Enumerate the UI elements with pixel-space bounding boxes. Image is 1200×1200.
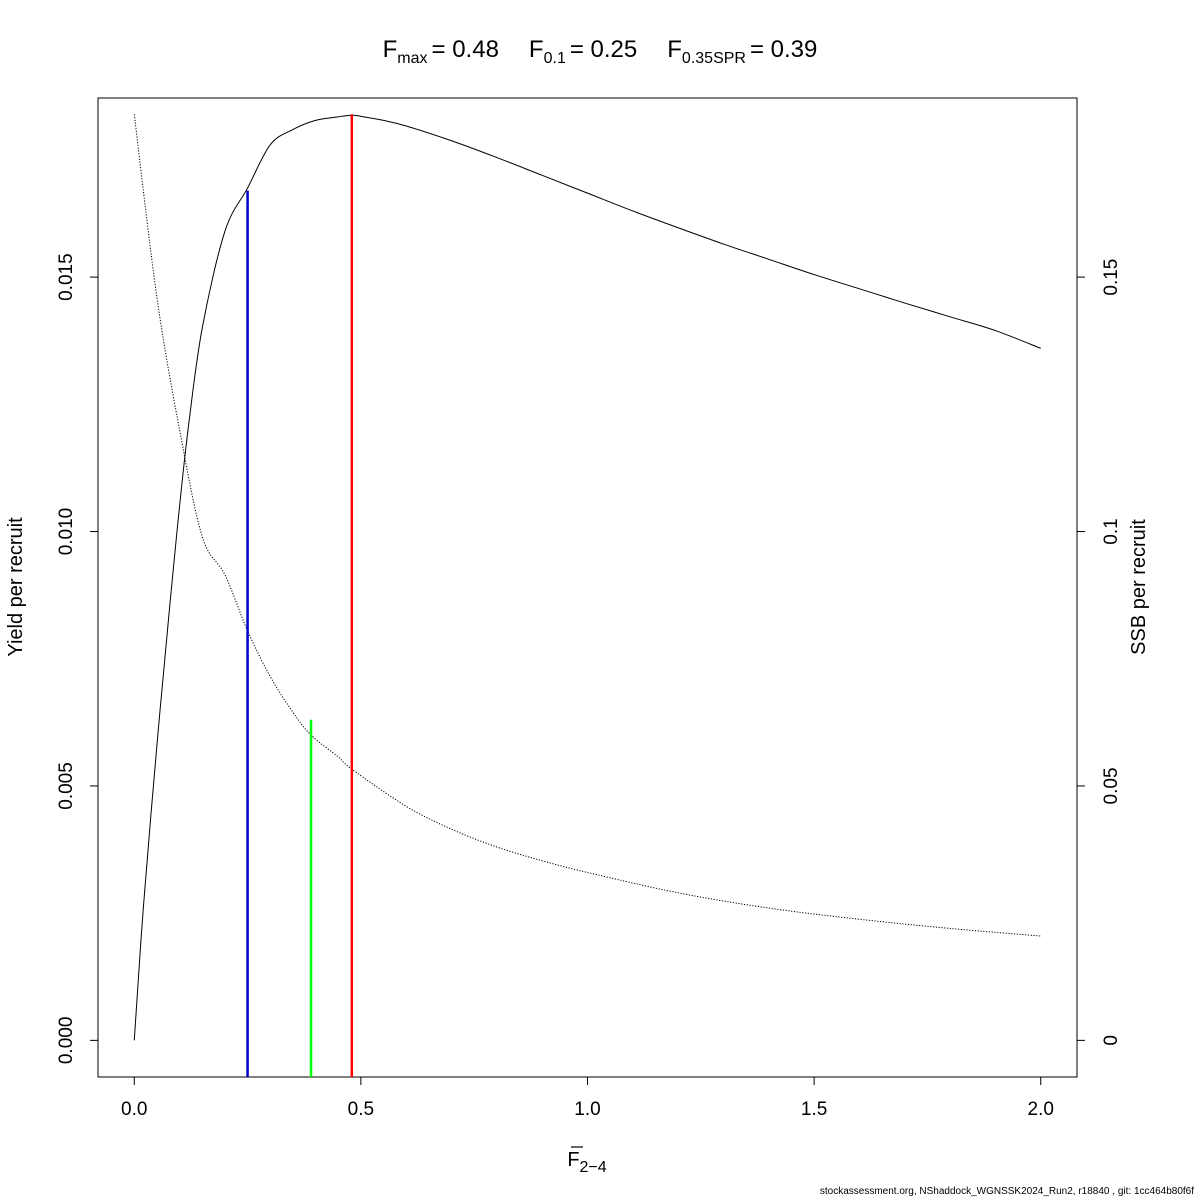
y2-tick-label: 0.1 bbox=[1101, 518, 1122, 544]
title-f035spr-sub: 0.35SPR bbox=[682, 50, 746, 67]
x-axis-label-sub: 2−4 bbox=[580, 1159, 607, 1176]
title-f01-base: F bbox=[529, 36, 544, 63]
title-fmax-value: = 0.48 bbox=[432, 36, 499, 63]
plot-frame bbox=[97, 97, 1078, 1078]
x-tick-label: 1.5 bbox=[801, 1099, 827, 1120]
y2-tick-label: 0.15 bbox=[1101, 259, 1122, 296]
yield-per-recruit-line bbox=[133, 114, 1041, 1041]
x-tick-label: 1.0 bbox=[574, 1099, 600, 1120]
y-tick-label: 0.015 bbox=[56, 253, 77, 301]
chart-title: Fmax = 0.48 F0.1 = 0.25 F0.35SPR = 0.39 bbox=[383, 36, 818, 67]
x-axis: 0.0 0.5 1.0 1.5 2.0 bbox=[121, 1076, 1054, 1120]
title-f035spr-base: F bbox=[667, 36, 682, 63]
x-tick-label: 0.5 bbox=[348, 1099, 374, 1120]
series-group bbox=[133, 114, 1041, 1041]
y-tick-label: 0.000 bbox=[56, 1017, 77, 1065]
x-tick-label: 0.0 bbox=[121, 1099, 147, 1120]
y-tick-label: 0.010 bbox=[56, 508, 77, 556]
footer-caption: stockassessment.org, NShaddock_WGNSSK202… bbox=[819, 1186, 1194, 1197]
x-tick-label: 2.0 bbox=[1028, 1099, 1054, 1120]
y2-tick-label: 0 bbox=[1101, 1035, 1122, 1046]
ssb-per-recruit-line bbox=[133, 114, 1041, 937]
y-axis-right: 0 0.05 0.1 0.15 bbox=[1076, 259, 1122, 1046]
y2-tick-label: 0.05 bbox=[1101, 767, 1122, 804]
y2-axis-label: SSB per recruit bbox=[1128, 519, 1150, 655]
title-fmax-sub: max bbox=[397, 50, 427, 67]
y-tick-label: 0.005 bbox=[56, 762, 77, 810]
x-axis-label: F2−4 bbox=[567, 1149, 606, 1176]
title-f01-sub: 0.1 bbox=[544, 50, 566, 67]
title-f035spr-value: = 0.39 bbox=[750, 36, 817, 63]
title-fmax-base: F bbox=[383, 36, 398, 63]
title-f01-value: = 0.25 bbox=[570, 36, 637, 63]
x-axis-label-base: F bbox=[567, 1149, 579, 1171]
y-axis-label: Yield per recruit bbox=[5, 517, 27, 657]
reference-lines bbox=[246, 114, 354, 1077]
y-axis-left: 0.000 0.005 0.010 0.015 bbox=[56, 253, 99, 1065]
